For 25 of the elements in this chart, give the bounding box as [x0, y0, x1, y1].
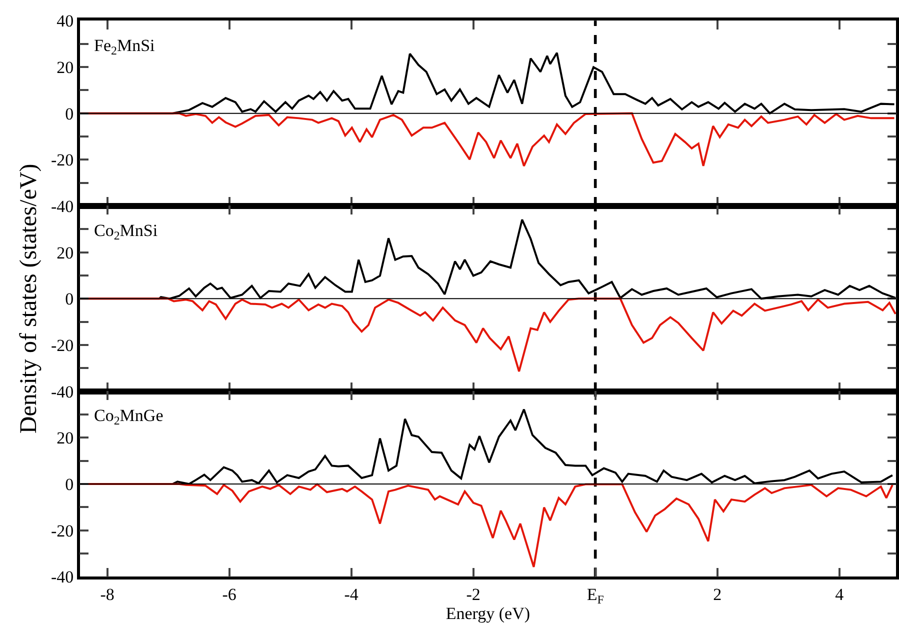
- y-tick-label: 0: [65, 474, 74, 494]
- x-axis-title: Energy (eV): [446, 604, 530, 623]
- y-tick-label: -40: [51, 196, 74, 216]
- annotation: Co$_{2}$MnGe: [94, 406, 164, 428]
- y-tick-label: 20: [56, 58, 74, 77]
- x-tick-label: -2: [466, 584, 480, 604]
- annotation: Co$_{2}$MnSi: [94, 221, 158, 243]
- x-tick-label: -8: [100, 584, 114, 604]
- y-tick-label: 40: [56, 12, 74, 31]
- y-tick-label: 0: [65, 104, 74, 124]
- x-tick-label: 4: [835, 584, 844, 604]
- y-tick-label: -20: [51, 150, 74, 170]
- x-tick-label: 2: [713, 584, 722, 604]
- x-tick-label: -4: [344, 584, 359, 604]
- y-tick-label: -40: [51, 382, 74, 402]
- y-tick-label: -20: [51, 336, 74, 355]
- x-tick-label: -6: [222, 584, 236, 604]
- y-axis-title: Density of states (states/eV): [16, 164, 42, 434]
- y-tick-label: -20: [51, 521, 74, 540]
- annotation: Fe$_{2}$MnSi: [94, 36, 156, 58]
- y-tick-label: 20: [56, 428, 74, 448]
- y-tick-label: 0: [65, 290, 74, 309]
- y-tick-label: 20: [56, 243, 74, 262]
- x-tick-label: E$_{F}$: [586, 584, 604, 606]
- y-tick-label: -40: [51, 568, 74, 587]
